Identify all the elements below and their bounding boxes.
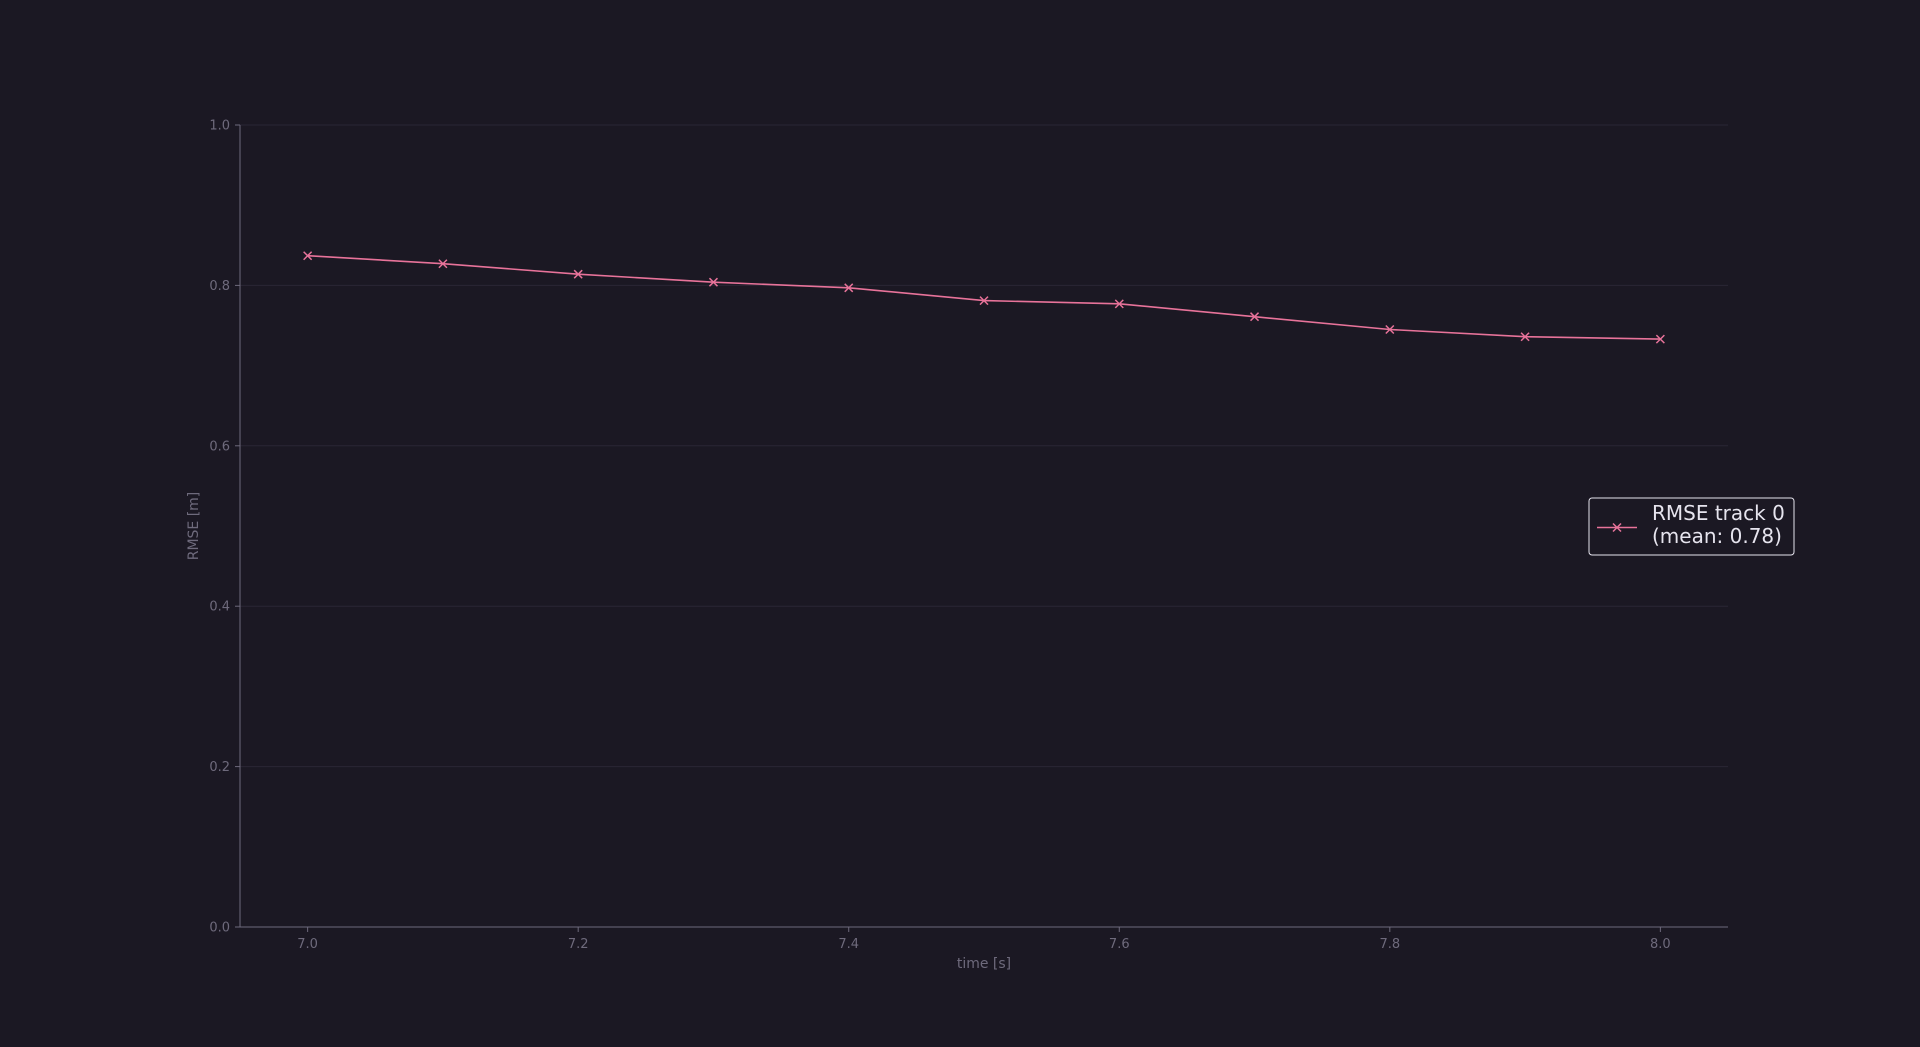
marker-stroke — [438, 259, 448, 269]
y-axis-label: RMSE [m] — [186, 492, 202, 561]
y-tick-label: 0.6 — [209, 439, 230, 454]
legend-label-line-2: (mean: 0.78) — [1652, 524, 1782, 548]
marker-stroke — [844, 283, 854, 293]
data-point — [1520, 332, 1530, 342]
axes — [235, 124, 1728, 932]
marker-stroke — [1655, 334, 1665, 344]
marker-stroke — [573, 269, 583, 279]
x-tick-label: 7.8 — [1379, 937, 1400, 952]
tick-labels: 0.0 0.2 0.4 0.6 0.8 1.0 7.0 7.2 7.4 7.6 7.8 8.0 — [209, 119, 1670, 953]
data-point — [303, 251, 313, 261]
data-point — [708, 277, 718, 287]
series-layer — [303, 251, 1665, 344]
marker-stroke — [1612, 522, 1622, 533]
y-tick-label: 0.2 — [209, 760, 230, 775]
data-point — [1655, 334, 1665, 344]
marker-stroke — [303, 251, 313, 261]
legend-box — [1588, 497, 1795, 556]
y-tick-label: 1.0 — [209, 119, 230, 134]
x-tick-label: 8.0 — [1650, 937, 1671, 952]
x-axis-label: time [s] — [957, 956, 1011, 972]
y-tick-label: 0.0 — [209, 921, 230, 936]
data-point — [438, 259, 448, 269]
data-point — [979, 296, 989, 306]
x-tick-label: 7.4 — [838, 937, 859, 952]
marker-stroke — [708, 277, 718, 287]
data-point — [1250, 312, 1260, 322]
legend: RMSE track 0 (mean: 0.78) — [1588, 497, 1795, 556]
x-tick-label: 7.0 — [297, 937, 318, 952]
marker-stroke — [979, 296, 989, 306]
marker-stroke — [1385, 324, 1395, 335]
data-point — [844, 283, 854, 293]
data-point — [1385, 324, 1395, 335]
x-tick-label: 7.6 — [1109, 937, 1130, 952]
series-line — [307, 254, 1661, 340]
marker-stroke — [1520, 332, 1530, 342]
legend-marker — [1612, 522, 1622, 533]
legend-label-line-1: RMSE track 0 — [1652, 501, 1785, 525]
x-tick-label: 7.2 — [568, 937, 589, 952]
marker-stroke — [1114, 299, 1124, 309]
marker-stroke — [1250, 312, 1260, 322]
legend-swatch-marker-icon — [1612, 522, 1622, 533]
y-tick-label: 0.4 — [209, 600, 230, 615]
data-point — [573, 269, 583, 279]
grid-lines — [240, 124, 1728, 768]
y-tick-label: 0.8 — [209, 279, 230, 294]
data-point — [1114, 299, 1124, 309]
